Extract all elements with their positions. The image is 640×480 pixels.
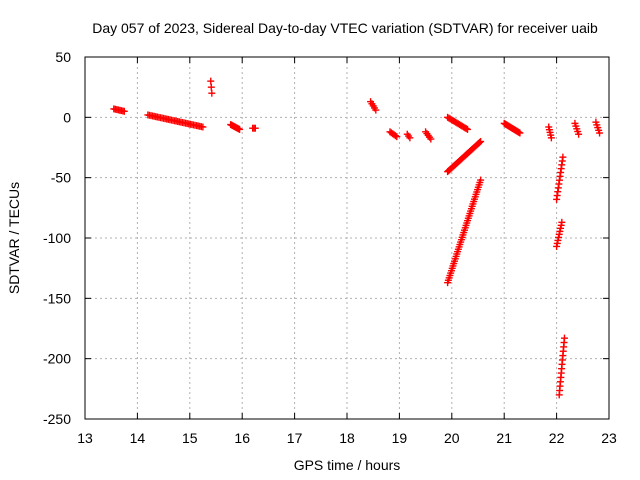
y-tick-label: -150: [43, 290, 71, 306]
x-tick-label: 19: [392, 430, 408, 446]
data-point: [393, 133, 401, 141]
x-tick-labels: 13 14 15 16 17 18 19 20 21 22 23: [77, 430, 617, 446]
data-point: [208, 89, 216, 97]
y-tick-label: -100: [43, 230, 71, 246]
grid-lines: [85, 57, 609, 419]
data-point: [477, 176, 485, 184]
data-point: [558, 218, 566, 226]
data-point: [120, 107, 128, 115]
data-point: [391, 132, 399, 140]
data-point: [427, 135, 435, 143]
x-tick-label: 18: [339, 430, 355, 446]
y-tick-label: -200: [43, 351, 71, 367]
x-tick-label: 15: [182, 430, 198, 446]
data-point: [406, 134, 414, 142]
data-point: [559, 153, 567, 161]
x-tick-label: 16: [234, 430, 250, 446]
data-point: [207, 77, 215, 85]
data-points: [110, 77, 604, 399]
data-point: [477, 137, 485, 145]
x-tick-label: 17: [287, 430, 303, 446]
data-point: [575, 130, 583, 138]
data-point: [251, 124, 259, 132]
x-tick-label: 20: [444, 430, 460, 446]
x-tick-label: 21: [496, 430, 512, 446]
data-point: [236, 125, 244, 133]
data-point: [199, 123, 207, 131]
x-tick-label: 13: [77, 430, 93, 446]
data-point: [516, 129, 524, 137]
data-point: [464, 125, 472, 133]
data-point: [476, 138, 484, 146]
y-tick-label: 50: [55, 49, 71, 65]
data-point: [462, 125, 470, 133]
data-point: [207, 83, 215, 91]
data-point: [372, 106, 380, 114]
chart-title: Day 057 of 2023, Sidereal Day-to-day VTE…: [92, 20, 598, 36]
x-tick-label: 22: [549, 430, 565, 446]
x-axis-label: GPS time / hours: [294, 457, 401, 473]
y-tick-label: -50: [51, 170, 71, 186]
y-tick-label: -250: [43, 411, 71, 427]
data-point: [596, 129, 604, 137]
axis-ticks: [84, 56, 610, 420]
x-tick-label: 23: [601, 430, 617, 446]
y-tick-labels: 50 0 -50 -100 -150 -200 -250: [43, 49, 71, 427]
x-tick-label: 14: [130, 430, 146, 446]
y-axis-label: SDTVAR / TECUs: [6, 182, 22, 294]
data-point: [547, 134, 555, 142]
data-point: [560, 334, 568, 342]
y-tick-label: 0: [63, 109, 71, 125]
